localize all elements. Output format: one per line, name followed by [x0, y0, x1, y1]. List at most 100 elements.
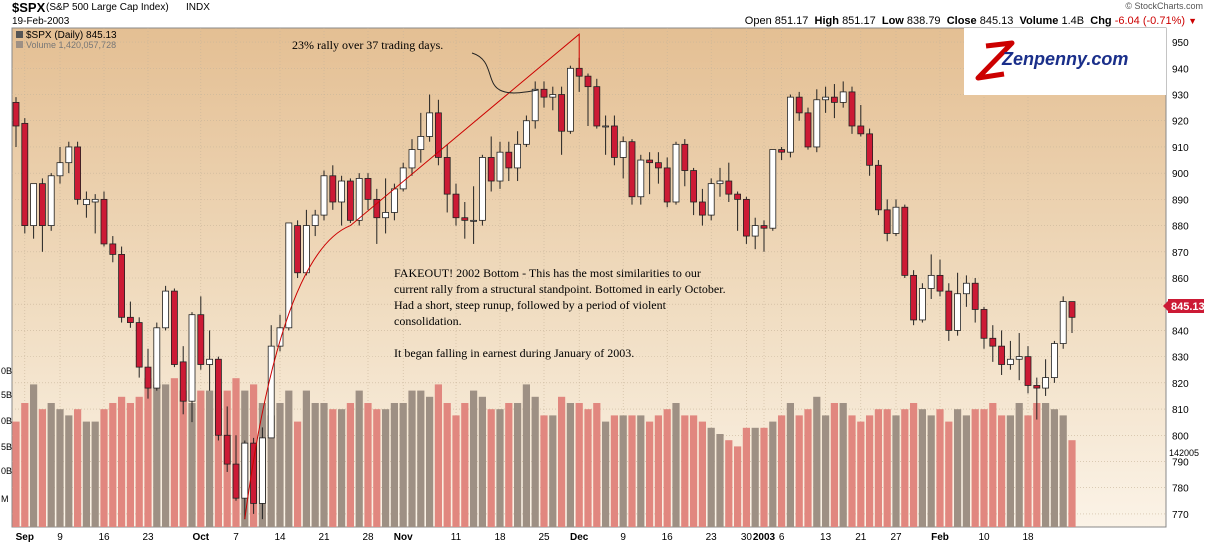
candle-down	[1024, 356, 1032, 386]
volume-bar	[461, 403, 469, 527]
volume-bar	[338, 409, 346, 527]
volume-bar	[540, 415, 548, 527]
candle-down	[250, 442, 258, 504]
candle-up	[919, 288, 926, 321]
volume-bar	[690, 415, 698, 527]
volume-bar	[839, 403, 847, 527]
logo-background	[964, 28, 1166, 95]
candle-up	[91, 198, 99, 203]
date-tick-label: 21	[855, 532, 867, 543]
date-tick-label: 25	[538, 532, 550, 543]
price-axis: 7707807908008108208308408508608708808909…	[1172, 38, 1189, 521]
volume-bar	[320, 403, 328, 527]
volume-bar	[153, 384, 161, 527]
volume-bar	[945, 421, 953, 527]
price-tick-label: 790	[1172, 457, 1189, 468]
volume-bar	[681, 415, 689, 527]
price-tick-label: 830	[1172, 353, 1189, 364]
date-tick-label: 6	[779, 532, 785, 543]
candle-down	[12, 101, 20, 127]
date-tick-label: 13	[820, 532, 832, 543]
volume-bar	[188, 403, 196, 527]
volume-label: Volume	[1019, 15, 1059, 27]
volume-bar	[980, 409, 988, 527]
volume-bar	[830, 403, 838, 527]
volume-bar	[707, 427, 715, 527]
logo-text: Zenpenny.com	[1001, 49, 1128, 69]
candle-up	[65, 146, 73, 164]
volume-bar	[214, 390, 222, 527]
price-tick-label: 800	[1172, 431, 1189, 442]
candle-up	[549, 94, 557, 98]
candle-down	[346, 180, 354, 221]
date-tick-label: 28	[362, 532, 374, 543]
volume-bar	[21, 403, 29, 527]
candle-up	[531, 88, 539, 122]
date-tick-label: 16	[98, 532, 110, 543]
candle-down	[945, 290, 953, 331]
candle-up	[285, 222, 293, 329]
zenpenny-logo: Zenpenny.com	[964, 28, 1166, 95]
candle-up	[399, 167, 407, 190]
ohlc-readout: Open 851.17 High 851.17 Low 838.79 Close…	[745, 15, 1197, 27]
high-value: 851.17	[842, 15, 876, 27]
candle-down	[74, 146, 81, 200]
candle-up	[716, 180, 724, 185]
candle-down	[883, 209, 891, 234]
close-value: 845.13	[979, 15, 1014, 27]
candle-up	[417, 136, 425, 150]
volume-bar	[294, 421, 302, 527]
candle-down	[584, 75, 592, 88]
volume-bar	[848, 415, 856, 527]
date-tick-label: 7	[233, 532, 239, 543]
candle-down	[558, 94, 565, 132]
legend-volume: Volume 1,420,057,728	[26, 40, 116, 50]
volume-bar	[100, 409, 108, 527]
candle-up	[30, 183, 38, 226]
legend-volume-swatch	[16, 41, 23, 48]
volume-bar	[505, 403, 513, 527]
candle-up	[83, 198, 90, 206]
candle-up	[954, 293, 961, 331]
volume-bar	[874, 409, 882, 527]
candle-down	[443, 157, 451, 195]
volume-bar	[892, 415, 900, 527]
watermark: © StockCharts.com	[1125, 1, 1203, 11]
candle-up	[470, 219, 478, 222]
candle-up	[769, 149, 777, 229]
volume-bar	[373, 409, 381, 527]
volume-bar	[742, 427, 750, 527]
date-tick-label: Nov	[394, 532, 413, 543]
candle-up	[514, 143, 521, 169]
price-tick-label: 860	[1172, 274, 1189, 285]
date-tick-label: Oct	[192, 532, 209, 543]
candle-up	[672, 143, 680, 203]
candle-down	[329, 175, 337, 203]
volume-bar	[795, 415, 803, 527]
exchange: INDX	[186, 2, 210, 13]
symbol-description: (S&P 500 Large Cap Index)	[46, 2, 169, 13]
volume-bar	[822, 415, 830, 527]
date-tick-label: 18	[1022, 532, 1034, 543]
candle-down	[461, 217, 469, 221]
volume-bar	[1059, 415, 1067, 527]
volume-bar	[602, 421, 610, 527]
candle-down	[540, 88, 548, 98]
volume-bar	[276, 403, 284, 527]
candle-up	[839, 91, 847, 103]
price-tick-label: 950	[1172, 38, 1189, 49]
volume-tick-label: 5B	[1, 390, 12, 400]
candle-up	[892, 206, 900, 234]
candle-up	[302, 225, 310, 274]
volume-bar	[584, 409, 592, 527]
candle-down	[866, 133, 873, 166]
volume-bar	[329, 409, 337, 527]
candle-down	[989, 337, 997, 347]
candle-down	[21, 122, 29, 226]
candle-up	[619, 141, 627, 158]
candle-up	[787, 96, 794, 153]
volume-bar	[434, 384, 442, 527]
candlesticks	[12, 57, 1076, 520]
date-tick-label: 27	[890, 532, 902, 543]
date-tick-label: 30	[741, 532, 753, 543]
